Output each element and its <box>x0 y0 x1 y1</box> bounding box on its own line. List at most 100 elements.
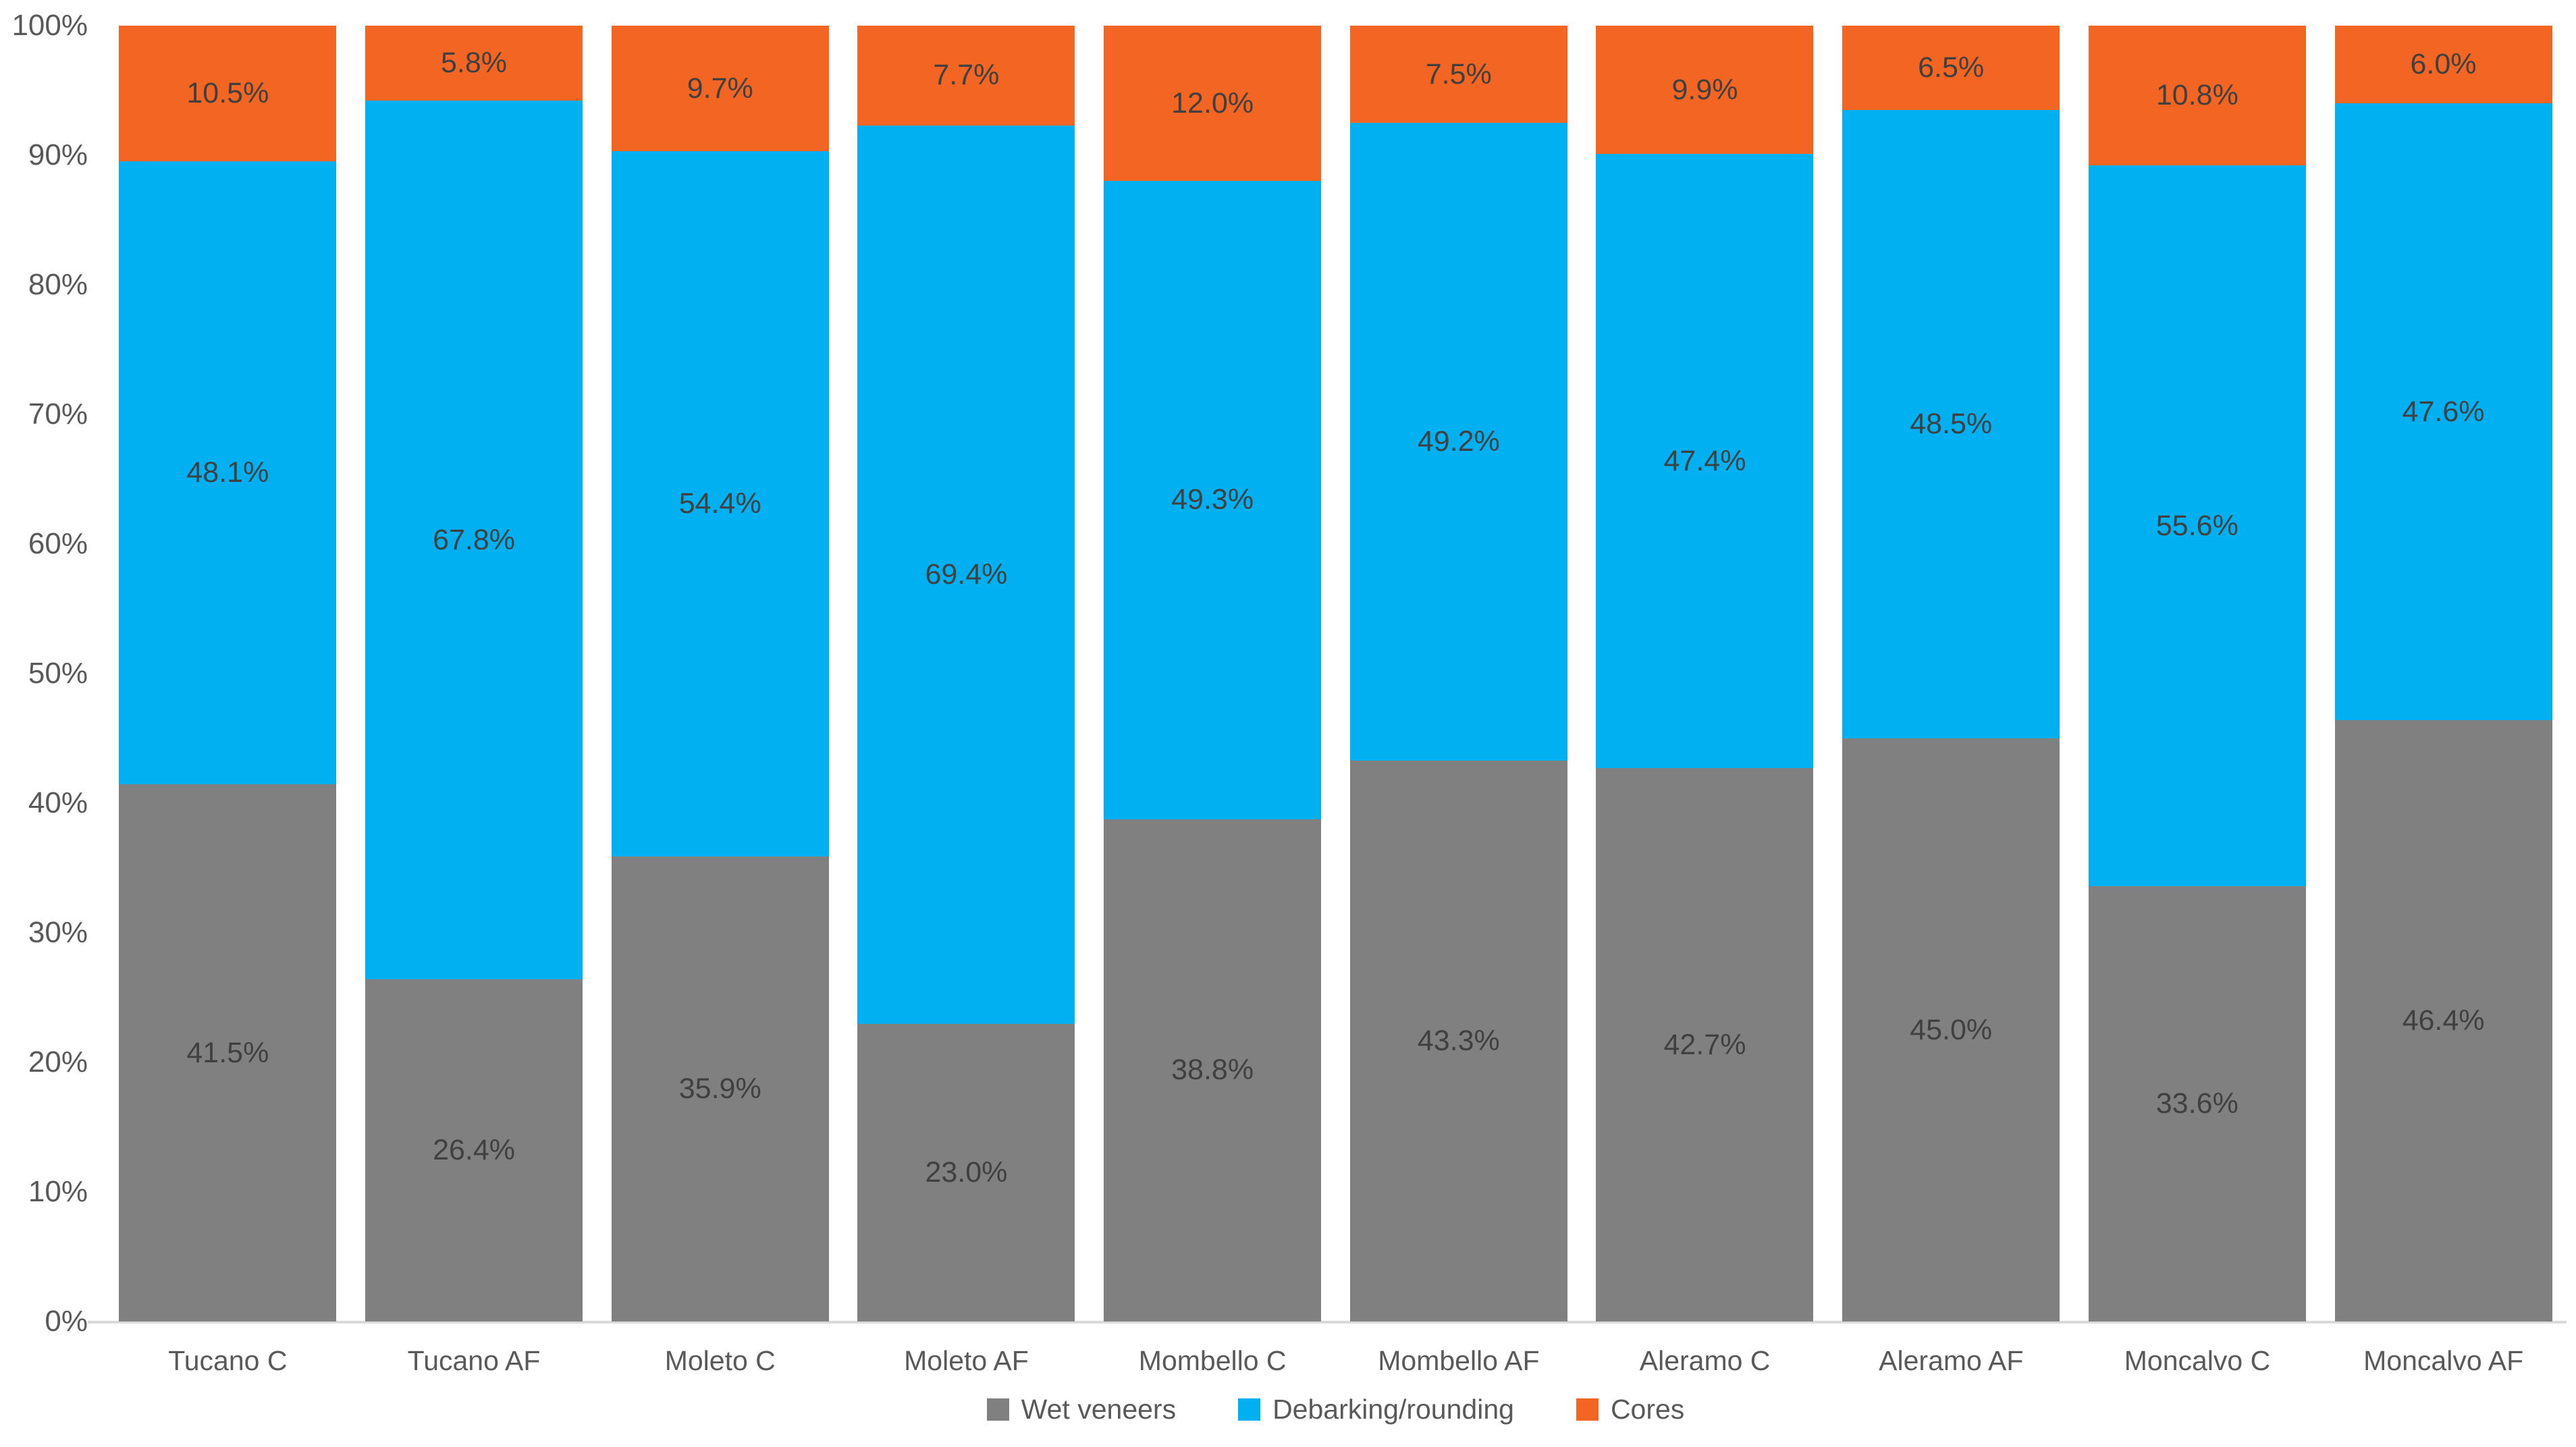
legend-item-wet-veneers: Wet veneers <box>986 1396 1176 1423</box>
x-label-mombello-c: Mombello C <box>1138 1345 1287 1376</box>
y-tick-100: 100% <box>11 9 88 42</box>
data-label-cores-aleramo-af: 6.5% <box>1918 51 1985 84</box>
legend-label-cores: Cores <box>1610 1394 1685 1425</box>
segment-debarking-rounding-tucano-c: 48.1% <box>119 161 337 784</box>
y-tick-90: 90% <box>28 138 88 171</box>
bar-moleto-c: 9.7% 54.4% 35.9% <box>611 26 829 1321</box>
bar-tucano-af: 5.8% 67.8% 26.4% <box>365 26 583 1321</box>
segment-cores-tucano-c: 10.5% <box>119 26 337 162</box>
data-label-wet-veneers-moncalvo-c: 33.6% <box>2155 1087 2238 1120</box>
legend-swatch-debarking-rounding <box>1238 1398 1261 1421</box>
segment-wet-veneers-mombello-c: 38.8% <box>1104 819 1322 1321</box>
x-label-moncalvo-af: Moncalvo AF <box>2363 1345 2524 1376</box>
data-label-cores-tucano-c: 10.5% <box>186 77 269 110</box>
segment-cores-tucano-af: 5.8% <box>365 26 583 101</box>
segment-debarking-rounding-mombello-af: 49.2% <box>1349 123 1567 761</box>
legend-label-debarking-rounding: Debarking/rounding <box>1272 1394 1514 1425</box>
data-label-debarking-rounding-tucano-af: 67.8% <box>433 523 515 556</box>
segment-wet-veneers-aleramo-c: 42.7% <box>1596 768 1814 1321</box>
segment-cores-aleramo-af: 6.5% <box>1842 26 2060 110</box>
segment-wet-veneers-aleramo-af: 45.0% <box>1842 738 2060 1321</box>
y-tick-30: 30% <box>28 916 88 949</box>
data-label-debarking-rounding-tucano-c: 48.1% <box>186 456 269 489</box>
bar-mombello-c: 12.0% 49.3% 38.8% <box>1104 26 1322 1321</box>
segment-cores-moleto-af: 7.7% <box>857 26 1075 126</box>
segment-cores-moleto-c: 9.7% <box>611 26 829 152</box>
bar-tucano-c: 10.5% 48.1% 41.5% <box>119 26 337 1321</box>
x-axis-line <box>88 1321 2567 1323</box>
data-label-cores-tucano-af: 5.8% <box>441 47 508 80</box>
bar-moncalvo-c: 10.8% 55.6% 33.6% <box>2088 26 2306 1321</box>
y-axis: 0% 10% 20% 30% 40% 50% 60% 70% 80% 90% 100% <box>0 11 88 1336</box>
segment-cores-mombello-af: 7.5% <box>1349 26 1567 123</box>
legend-swatch-cores <box>1576 1398 1599 1421</box>
x-label-moncalvo-c: Moncalvo C <box>2124 1345 2271 1376</box>
data-label-debarking-rounding-aleramo-af: 48.5% <box>1910 407 1993 440</box>
legend-swatch-wet-veneers <box>986 1398 1009 1421</box>
y-tick-0: 0% <box>45 1305 88 1338</box>
y-tick-10: 10% <box>28 1175 88 1208</box>
x-label-tucano-af: Tucano AF <box>407 1345 541 1376</box>
y-tick-70: 70% <box>28 398 88 431</box>
segment-wet-veneers-tucano-c: 41.5% <box>119 784 337 1321</box>
data-label-cores-mombello-c: 12.0% <box>1171 86 1254 119</box>
data-label-debarking-rounding-moncalvo-af: 47.6% <box>2402 395 2485 428</box>
segment-cores-aleramo-c: 9.9% <box>1596 26 1814 155</box>
y-tick-50: 50% <box>28 657 88 690</box>
segment-wet-veneers-tucano-af: 26.4% <box>365 979 583 1321</box>
data-label-wet-veneers-moncalvo-af: 46.4% <box>2402 1004 2485 1037</box>
segment-debarking-rounding-moleto-c: 54.4% <box>611 151 829 856</box>
segment-wet-veneers-moleto-c: 35.9% <box>611 856 829 1321</box>
data-label-debarking-rounding-moleto-c: 54.4% <box>678 487 761 520</box>
data-label-debarking-rounding-aleramo-c: 47.4% <box>1663 444 1746 477</box>
y-tick-60: 60% <box>28 527 88 560</box>
data-label-wet-veneers-tucano-c: 41.5% <box>186 1036 269 1069</box>
x-label-moleto-c: Moleto C <box>664 1345 776 1376</box>
segment-debarking-rounding-moncalvo-c: 55.6% <box>2088 165 2306 886</box>
segment-cores-moncalvo-c: 10.8% <box>2088 26 2306 166</box>
x-label-mombello-af: Mombello AF <box>1378 1345 1540 1376</box>
segment-debarking-rounding-mombello-c: 49.3% <box>1104 181 1322 819</box>
data-label-wet-veneers-moleto-af: 23.0% <box>925 1155 1008 1189</box>
data-label-debarking-rounding-mombello-c: 49.3% <box>1171 483 1254 516</box>
x-axis-labels: Tucano C Tucano AF Moleto C Moleto AF Mombel… <box>105 1347 2567 1375</box>
segment-cores-moncalvo-af: 6.0% <box>2334 26 2552 104</box>
bar-moncalvo-af: 6.0% 47.6% 46.4% <box>2334 26 2552 1321</box>
data-label-debarking-rounding-moleto-af: 69.4% <box>925 557 1008 591</box>
data-label-cores-mombello-af: 7.5% <box>1425 57 1492 90</box>
y-tick-20: 20% <box>28 1045 88 1079</box>
y-tick-80: 80% <box>28 268 88 301</box>
data-label-cores-moncalvo-af: 6.0% <box>2410 48 2477 81</box>
data-label-cores-moleto-af: 7.7% <box>933 59 1000 92</box>
x-label-tucano-c: Tucano C <box>168 1345 288 1376</box>
segment-wet-veneers-moleto-af: 23.0% <box>857 1023 1075 1321</box>
data-label-cores-moleto-c: 9.7% <box>687 72 753 105</box>
x-label-moleto-af: Moleto AF <box>904 1345 1029 1376</box>
x-label-aleramo-c: Aleramo C <box>1639 1345 1771 1376</box>
segment-debarking-rounding-moleto-af: 69.4% <box>857 125 1075 1024</box>
data-label-cores-moncalvo-c: 10.8% <box>2155 79 2238 112</box>
data-label-wet-veneers-mombello-c: 38.8% <box>1171 1054 1254 1087</box>
data-label-cores-aleramo-c: 9.9% <box>1671 73 1738 106</box>
segment-wet-veneers-moncalvo-af: 46.4% <box>2334 720 2552 1321</box>
data-label-wet-veneers-aleramo-c: 42.7% <box>1663 1028 1746 1061</box>
legend: Wet veneers Debarking/rounding Cores <box>105 1396 2567 1423</box>
segment-wet-veneers-moncalvo-c: 33.6% <box>2088 885 2306 1321</box>
x-label-aleramo-af: Aleramo AF <box>1879 1345 2024 1376</box>
plot-area: 10.5% 48.1% 41.5% 5.8% 67.8% 26.4% 9.7% 54.4% 35… <box>105 26 2567 1321</box>
data-label-wet-veneers-aleramo-af: 45.0% <box>1910 1013 1993 1046</box>
bar-aleramo-af: 6.5% 48.5% 45.0% <box>1842 26 2060 1321</box>
bar-aleramo-c: 9.9% 47.4% 42.7% <box>1596 26 1814 1321</box>
data-label-debarking-rounding-moncalvo-c: 55.6% <box>2155 509 2238 542</box>
data-label-debarking-rounding-mombello-af: 49.2% <box>1417 425 1500 458</box>
segment-debarking-rounding-aleramo-c: 47.4% <box>1596 154 1814 769</box>
segment-wet-veneers-mombello-af: 43.3% <box>1349 760 1567 1321</box>
segment-debarking-rounding-tucano-af: 67.8% <box>365 101 583 980</box>
data-label-wet-veneers-moleto-c: 35.9% <box>678 1072 761 1105</box>
legend-item-debarking-rounding: Debarking/rounding <box>1238 1396 1514 1423</box>
data-label-wet-veneers-tucano-af: 26.4% <box>433 1134 515 1167</box>
legend-item-cores: Cores <box>1576 1396 1684 1423</box>
bar-mombello-af: 7.5% 49.2% 43.3% <box>1349 26 1567 1321</box>
y-tick-40: 40% <box>28 786 88 819</box>
